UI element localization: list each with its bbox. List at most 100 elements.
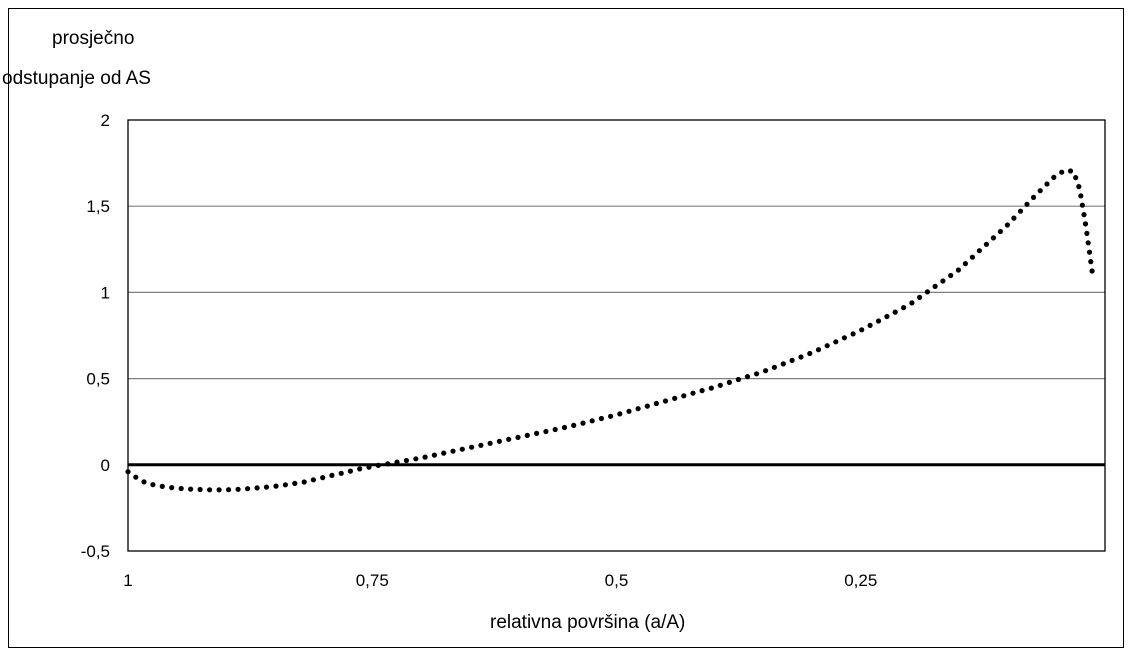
- series-0-point-34: [441, 450, 447, 456]
- series-0-point-2: [141, 479, 147, 485]
- series-0-point-40: [496, 438, 502, 444]
- series-0-point-100: [1011, 215, 1017, 221]
- series-0-point-114: [1082, 221, 1089, 227]
- series-0-point-79: [850, 331, 856, 337]
- y-tick-label-5: -0,5: [81, 542, 110, 561]
- series-0-point-70: [771, 364, 778, 370]
- y-axis-label-line-2: odstupanje od AS: [2, 68, 151, 89]
- series-0-point-24: [347, 468, 353, 474]
- series-0-point-64: [717, 382, 723, 388]
- series-0-point-53: [617, 411, 623, 417]
- series-0-point-66: [735, 376, 742, 383]
- series-0-point-28: [385, 461, 391, 467]
- series-0-point-27: [375, 462, 381, 468]
- x-tick-label-2: 0,5: [605, 571, 629, 590]
- series-0-point-17: [282, 482, 288, 488]
- series-0-point-76: [824, 343, 830, 349]
- series-0-point-65: [726, 379, 733, 385]
- series-0-point-47: [561, 424, 568, 431]
- series-0-point-59: [672, 395, 678, 401]
- series-0-point-14: [254, 485, 260, 491]
- series-0-point-119: [1089, 268, 1095, 274]
- series-0-point-49: [580, 420, 586, 426]
- x-axis-label: relativna površina (a/A): [490, 612, 686, 633]
- series-0-point-23: [338, 470, 344, 476]
- y-tick-label-3: 0,5: [86, 370, 110, 389]
- series-0-point-110: [1076, 184, 1082, 190]
- series-0-point-84: [892, 309, 898, 315]
- series-0-point-117: [1086, 249, 1093, 255]
- series-0-point-116: [1085, 240, 1091, 246]
- series-0-point-80: [859, 327, 865, 333]
- series-0-point-97: [990, 235, 997, 241]
- series-0-point-87: [917, 294, 923, 300]
- series-0-point-72: [789, 357, 795, 363]
- series-0-point-20: [310, 477, 316, 483]
- series-0-point-58: [662, 398, 669, 404]
- tick-labels: 2 1,5 1 0,5 0 -0,5 1 0,75 0,5 0,25: [81, 111, 878, 590]
- y-tick-label-0: 2: [101, 111, 110, 130]
- y-axis-label-line-1: prosječno: [52, 28, 135, 49]
- series-0-point-67: [744, 374, 751, 380]
- x-tick-label-1: 0,75: [356, 571, 389, 590]
- series-0-point-56: [644, 403, 650, 409]
- series-0-point-55: [635, 406, 641, 412]
- series-0-point-11: [226, 487, 232, 493]
- series-0-point-99: [1004, 222, 1011, 228]
- x-tick-label-0: 1: [123, 571, 132, 590]
- series-0-point-108: [1067, 168, 1074, 174]
- series-0-point-39: [487, 440, 493, 446]
- y-tick-label-4: 0: [101, 456, 110, 475]
- series-0-point-22: [329, 472, 335, 478]
- series-0-point-4: [159, 483, 165, 489]
- series-0-point-98: [997, 228, 1004, 235]
- series-0-point-89: [932, 283, 938, 289]
- series-0-point-90: [940, 278, 946, 284]
- series-0-point-44: [534, 430, 540, 436]
- series-0-point-63: [708, 385, 714, 391]
- series-0-point-25: [357, 466, 363, 472]
- series-0-point-94: [969, 254, 976, 260]
- y-tick-label-2: 1: [101, 283, 110, 302]
- series-0-point-62: [699, 388, 705, 394]
- series-markers: [125, 168, 1095, 493]
- series-0-point-86: [909, 300, 915, 306]
- series-0-point-13: [245, 486, 251, 492]
- series-0-point-118: [1088, 259, 1094, 265]
- series-0-point-52: [608, 413, 614, 419]
- series-0-point-32: [422, 454, 428, 460]
- series-0-point-21: [320, 475, 326, 481]
- series-0-point-112: [1079, 202, 1085, 208]
- series-0-point-78: [841, 335, 848, 341]
- series-0-point-37: [469, 444, 475, 450]
- series-0-point-103: [1030, 194, 1037, 200]
- series-0-point-93: [962, 261, 969, 267]
- series-0-point-50: [589, 418, 595, 424]
- series-0-point-81: [867, 322, 873, 328]
- series-0-point-33: [431, 452, 437, 458]
- series-0-point-6: [178, 485, 184, 492]
- chart-frame: [8, 8, 1124, 648]
- series-0-point-7: [188, 486, 194, 492]
- series-0-point-45: [543, 428, 549, 435]
- series-0-point-71: [780, 361, 786, 367]
- series-0-point-101: [1017, 208, 1024, 214]
- series-0-point-113: [1081, 212, 1087, 218]
- series-0-point-5: [169, 485, 175, 491]
- series-0-point-26: [366, 464, 372, 470]
- series-0-point-102: [1024, 201, 1030, 207]
- series-0-point-68: [754, 371, 760, 377]
- series-0-point-109: [1073, 175, 1079, 181]
- series-0-point-74: [807, 350, 813, 357]
- series-0-point-104: [1037, 188, 1043, 194]
- series-0-point-29: [394, 459, 400, 465]
- series-0-point-10: [216, 487, 222, 493]
- series-0-point-77: [833, 339, 839, 345]
- series-0-point-8: [197, 486, 203, 493]
- series-0-point-75: [815, 347, 822, 353]
- series-0-point-38: [478, 442, 484, 448]
- series-0-point-88: [924, 289, 931, 295]
- series-0-point-48: [571, 422, 577, 428]
- series-0-point-54: [626, 408, 632, 414]
